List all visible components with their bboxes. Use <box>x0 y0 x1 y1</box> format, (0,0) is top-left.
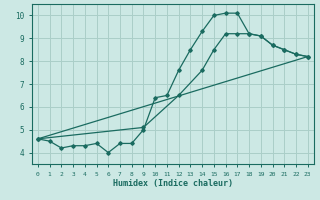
X-axis label: Humidex (Indice chaleur): Humidex (Indice chaleur) <box>113 179 233 188</box>
